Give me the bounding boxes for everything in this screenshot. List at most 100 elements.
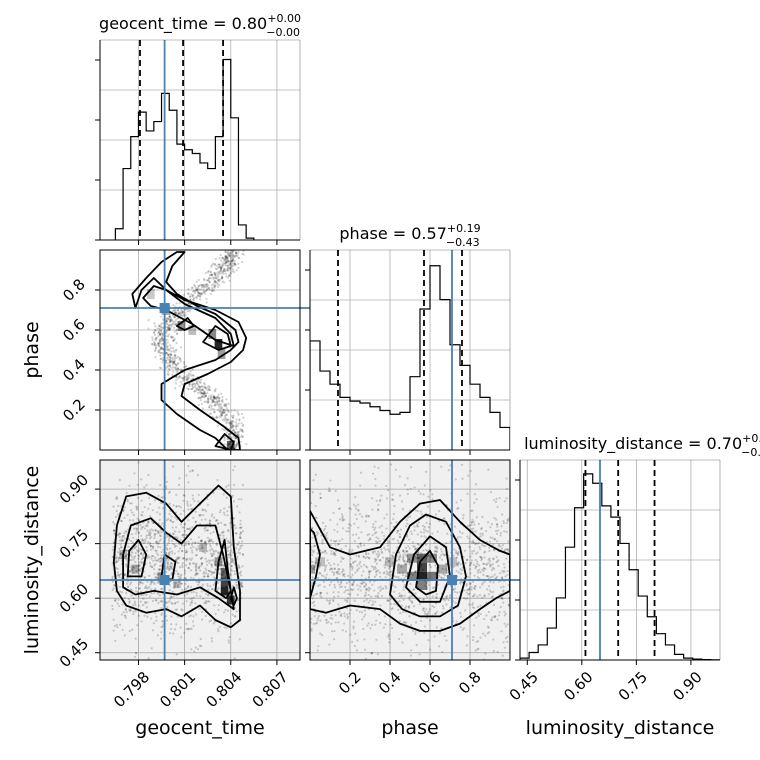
- sample-point: [198, 565, 201, 568]
- sample-point: [407, 606, 410, 609]
- sample-point: [191, 469, 194, 472]
- sample-point: [402, 557, 405, 560]
- sample-point: [200, 562, 203, 565]
- sample-point: [402, 610, 405, 614]
- sample-point: [120, 546, 123, 549]
- sample-point: [203, 570, 206, 574]
- sample-point: [427, 555, 430, 558]
- sample-point: [220, 392, 223, 395]
- sample-point: [194, 572, 198, 575]
- sample-point: [189, 546, 192, 550]
- sample-point: [182, 305, 185, 308]
- sample-point: [330, 550, 333, 553]
- sample-point: [245, 442, 248, 446]
- sample-point: [213, 262, 217, 266]
- sample-point: [317, 645, 320, 648]
- sample-point: [400, 565, 403, 568]
- sample-point: [397, 608, 400, 612]
- sample-point: [425, 587, 429, 590]
- sample-point: [478, 564, 481, 567]
- sample-point: [491, 537, 494, 540]
- sample-point: [158, 328, 162, 331]
- sample-point: [221, 276, 224, 279]
- sample-point: [312, 622, 315, 625]
- sample-point: [373, 609, 376, 612]
- sample-point: [228, 427, 231, 430]
- sample-point: [359, 560, 362, 563]
- x-tick-label: 0.45: [506, 668, 542, 704]
- sample-point: [184, 577, 187, 580]
- sample-point: [162, 332, 165, 335]
- sample-point: [165, 348, 168, 351]
- sample-point: [167, 353, 170, 356]
- sample-point: [145, 587, 148, 590]
- sample-point: [156, 576, 159, 580]
- sample-point: [192, 615, 195, 618]
- sample-point: [363, 585, 366, 588]
- sample-point: [367, 622, 370, 625]
- sample-point: [467, 537, 470, 540]
- sample-point: [230, 557, 234, 561]
- sample-point: [167, 541, 170, 544]
- sample-point: [146, 587, 150, 590]
- sample-point: [201, 392, 204, 395]
- sample-point: [210, 573, 213, 576]
- sample-point: [181, 526, 184, 529]
- sample-point: [153, 591, 156, 595]
- sample-point: [208, 540, 211, 543]
- sample-point: [491, 566, 494, 570]
- sample-point: [216, 279, 219, 282]
- sample-point: [325, 666, 327, 668]
- sample-point: [381, 551, 384, 554]
- sample-point: [173, 361, 176, 364]
- sample-point: [191, 562, 195, 565]
- sample-point: [343, 622, 346, 625]
- sample-point: [136, 624, 139, 627]
- sample-point: [113, 523, 116, 526]
- sample-point: [150, 565, 153, 569]
- sample-point: [168, 600, 171, 603]
- sample-point: [404, 563, 407, 566]
- sample-point: [495, 577, 498, 580]
- sample-point: [377, 537, 380, 540]
- sample-point: [170, 601, 173, 605]
- sample-point: [120, 591, 124, 594]
- sample-point: [441, 611, 444, 614]
- sample-point: [159, 334, 162, 337]
- sample-point: [198, 513, 201, 517]
- sample-point: [155, 540, 158, 544]
- sample-point: [387, 560, 390, 563]
- sample-point: [143, 538, 146, 541]
- sample-point: [206, 389, 209, 392]
- sample-point: [211, 553, 214, 556]
- histogram-step-luminosity_distance: [520, 473, 720, 660]
- sample-point: [466, 575, 470, 578]
- density-background: [100, 460, 300, 660]
- sample-point: [392, 551, 395, 554]
- sample-point: [353, 540, 356, 543]
- sample-point: [242, 416, 245, 419]
- sample-point: [233, 657, 236, 660]
- sample-point: [191, 383, 194, 386]
- sample-point: [131, 551, 134, 554]
- sample-point: [141, 539, 145, 542]
- sample-point: [160, 606, 163, 610]
- sample-point: [232, 262, 235, 265]
- sample-point: [233, 483, 236, 487]
- sample-point: [237, 433, 240, 436]
- sample-point: [134, 604, 137, 607]
- sample-point: [169, 519, 172, 522]
- sample-point: [378, 621, 382, 625]
- sample-point: [225, 255, 228, 258]
- sample-point: [471, 550, 474, 553]
- sample-point: [159, 330, 163, 333]
- sample-point: [429, 489, 432, 492]
- sample-point: [234, 446, 237, 449]
- sample-point: [481, 596, 484, 599]
- sample-point: [160, 612, 164, 615]
- sample-point: [174, 581, 178, 584]
- sample-point: [403, 552, 406, 555]
- sample-point: [146, 524, 149, 528]
- sample-point: [471, 509, 474, 512]
- sample-point: [399, 535, 402, 539]
